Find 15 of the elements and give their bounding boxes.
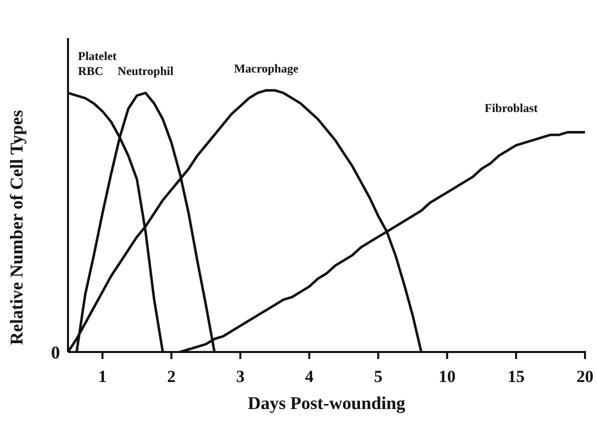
series-label: Fibroblast	[484, 101, 538, 116]
text: 0	[51, 342, 60, 362]
x-tick-label: 5	[374, 367, 382, 386]
x-tick-label: 4	[305, 367, 314, 386]
x-tick-label: 2	[167, 367, 176, 386]
x-tick-label: 3	[236, 367, 245, 386]
x-tick-label: 20	[576, 367, 594, 386]
y-axis-title: Relative Number of Cell Types	[6, 110, 26, 345]
x-tick-label: 15	[508, 367, 525, 386]
x-axis-title: Days Post-wounding	[248, 393, 406, 413]
series-label: Platelet RBC	[78, 48, 117, 78]
series-label: Neutrophil	[118, 64, 174, 78]
x-tick-label: 1	[98, 367, 107, 386]
x-tick-label: 10	[438, 367, 456, 386]
series-label: Macrophage	[234, 61, 300, 76]
